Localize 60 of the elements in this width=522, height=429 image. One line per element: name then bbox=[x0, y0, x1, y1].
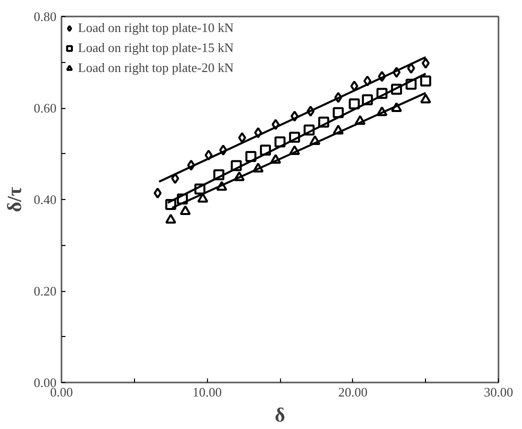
point bbox=[154, 188, 162, 199]
point bbox=[180, 205, 191, 215]
legend-label: Load on right top plate-20 kN bbox=[78, 60, 234, 76]
point bbox=[274, 136, 286, 148]
y-tick-label: 0.40 bbox=[34, 192, 56, 207]
point bbox=[187, 160, 196, 171]
point bbox=[234, 171, 245, 182]
x-tick-label: 30.00 bbox=[484, 384, 514, 400]
point bbox=[376, 88, 388, 99]
point bbox=[204, 150, 213, 161]
point bbox=[213, 169, 224, 180]
legend-label: Load on right top plate-10 kN bbox=[78, 20, 234, 36]
point bbox=[165, 199, 176, 210]
point bbox=[219, 144, 228, 156]
point bbox=[420, 76, 432, 87]
x-axis-title: δ bbox=[274, 404, 286, 426]
point bbox=[378, 70, 386, 82]
point bbox=[348, 98, 360, 110]
point bbox=[392, 66, 401, 78]
point bbox=[171, 172, 180, 184]
point bbox=[406, 78, 417, 90]
point bbox=[376, 106, 388, 116]
y-tick-label: 0.20 bbox=[34, 284, 56, 298]
legend-label: Load on right top plate-15 kN bbox=[78, 40, 234, 56]
point bbox=[391, 102, 402, 112]
point bbox=[165, 214, 176, 224]
point bbox=[306, 106, 315, 117]
x-tick-label: 10.00 bbox=[192, 384, 222, 400]
point bbox=[309, 135, 320, 145]
point bbox=[350, 80, 358, 92]
point bbox=[254, 127, 262, 138]
point bbox=[289, 132, 300, 143]
point bbox=[354, 115, 366, 125]
point bbox=[252, 162, 264, 172]
y-axis-title: δ/τ bbox=[4, 186, 26, 212]
x-tick-label: 20.00 bbox=[338, 384, 368, 400]
point bbox=[391, 84, 402, 95]
point bbox=[230, 160, 242, 172]
point bbox=[270, 154, 282, 164]
point bbox=[304, 124, 315, 136]
point bbox=[216, 180, 228, 191]
point bbox=[272, 118, 280, 130]
point bbox=[194, 183, 206, 194]
point bbox=[245, 150, 256, 162]
point bbox=[290, 110, 299, 122]
point bbox=[363, 76, 372, 87]
point bbox=[238, 132, 246, 144]
point bbox=[289, 145, 300, 156]
point bbox=[318, 116, 330, 128]
point bbox=[332, 124, 344, 134]
y-tick-label: 0.80 bbox=[34, 9, 56, 24]
point bbox=[260, 144, 271, 156]
point bbox=[176, 194, 188, 205]
point bbox=[422, 58, 430, 69]
point bbox=[362, 94, 373, 106]
y-tick-label: 0.60 bbox=[34, 100, 56, 116]
point bbox=[420, 94, 432, 104]
point bbox=[407, 62, 416, 74]
point bbox=[334, 92, 342, 103]
point bbox=[332, 107, 344, 118]
